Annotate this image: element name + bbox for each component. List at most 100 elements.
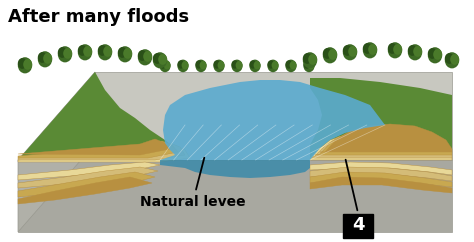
Ellipse shape <box>58 46 72 62</box>
Ellipse shape <box>78 45 87 56</box>
Ellipse shape <box>445 52 459 68</box>
Ellipse shape <box>58 47 67 58</box>
Ellipse shape <box>272 61 279 69</box>
Ellipse shape <box>267 60 279 72</box>
Ellipse shape <box>408 45 417 56</box>
Ellipse shape <box>138 49 152 65</box>
Ellipse shape <box>153 53 162 64</box>
Bar <box>159 63 161 68</box>
Bar <box>309 63 311 68</box>
Ellipse shape <box>328 49 337 60</box>
Bar <box>434 58 437 62</box>
Ellipse shape <box>363 43 372 54</box>
Ellipse shape <box>143 51 152 62</box>
Ellipse shape <box>428 47 442 63</box>
Ellipse shape <box>303 53 312 64</box>
Polygon shape <box>18 143 185 160</box>
Ellipse shape <box>43 53 52 64</box>
Ellipse shape <box>231 60 238 69</box>
Polygon shape <box>310 172 452 187</box>
Ellipse shape <box>18 57 32 73</box>
Ellipse shape <box>195 60 202 69</box>
Ellipse shape <box>428 48 437 59</box>
Polygon shape <box>18 177 152 204</box>
Polygon shape <box>18 162 160 180</box>
Bar <box>24 68 27 73</box>
Polygon shape <box>18 72 95 232</box>
Ellipse shape <box>285 60 297 72</box>
Polygon shape <box>310 130 452 158</box>
Ellipse shape <box>363 42 377 58</box>
Ellipse shape <box>388 42 402 58</box>
Bar <box>182 68 184 71</box>
Ellipse shape <box>118 46 132 62</box>
Bar <box>200 68 202 71</box>
Ellipse shape <box>123 48 132 59</box>
Ellipse shape <box>177 60 184 69</box>
Ellipse shape <box>177 60 189 72</box>
Bar <box>124 57 127 61</box>
Ellipse shape <box>98 45 107 56</box>
Bar <box>290 68 292 71</box>
Bar <box>144 60 146 65</box>
Bar <box>369 53 371 58</box>
Ellipse shape <box>38 52 47 63</box>
Bar <box>393 53 396 58</box>
Bar <box>349 55 351 60</box>
Ellipse shape <box>236 61 243 69</box>
Ellipse shape <box>249 60 261 72</box>
Ellipse shape <box>445 53 454 64</box>
Ellipse shape <box>231 60 243 72</box>
Ellipse shape <box>348 46 357 57</box>
Polygon shape <box>18 160 452 232</box>
Polygon shape <box>18 139 170 155</box>
Polygon shape <box>310 177 452 193</box>
Polygon shape <box>18 72 175 160</box>
Bar <box>254 68 256 71</box>
Ellipse shape <box>323 48 332 59</box>
Bar <box>236 68 238 71</box>
Ellipse shape <box>182 61 189 69</box>
Bar <box>451 63 453 68</box>
Polygon shape <box>320 124 452 152</box>
Polygon shape <box>310 167 452 181</box>
Ellipse shape <box>388 43 397 54</box>
Ellipse shape <box>249 60 256 69</box>
Ellipse shape <box>138 50 147 61</box>
Ellipse shape <box>254 61 261 69</box>
Ellipse shape <box>303 60 315 72</box>
Ellipse shape <box>23 59 32 70</box>
Ellipse shape <box>164 61 171 69</box>
Ellipse shape <box>303 60 310 69</box>
Ellipse shape <box>218 61 225 69</box>
Ellipse shape <box>433 49 442 60</box>
Bar <box>218 68 220 71</box>
Ellipse shape <box>78 44 92 60</box>
Ellipse shape <box>83 46 92 57</box>
Bar <box>308 68 310 71</box>
Ellipse shape <box>368 44 377 55</box>
Ellipse shape <box>213 60 220 69</box>
Bar <box>272 68 274 71</box>
Ellipse shape <box>159 60 166 69</box>
Ellipse shape <box>38 51 52 68</box>
Ellipse shape <box>393 44 402 55</box>
Ellipse shape <box>153 52 167 68</box>
Ellipse shape <box>308 54 317 65</box>
Polygon shape <box>310 133 452 160</box>
Ellipse shape <box>158 54 167 65</box>
Ellipse shape <box>290 61 297 69</box>
Ellipse shape <box>303 52 317 68</box>
Ellipse shape <box>98 44 112 60</box>
Ellipse shape <box>159 60 171 72</box>
Bar <box>104 55 106 60</box>
Polygon shape <box>310 72 452 160</box>
Text: Natural levee: Natural levee <box>140 158 246 209</box>
Bar <box>164 68 166 71</box>
Bar <box>64 57 66 61</box>
Polygon shape <box>160 80 385 160</box>
Polygon shape <box>18 167 158 188</box>
Ellipse shape <box>285 60 292 69</box>
Polygon shape <box>310 162 452 175</box>
Text: 4: 4 <box>352 216 364 234</box>
